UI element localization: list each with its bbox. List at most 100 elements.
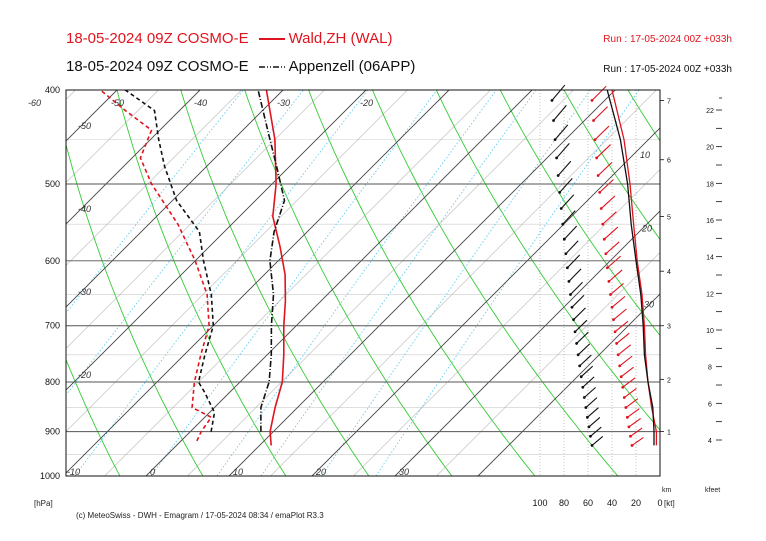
wind-barb-1: [591, 85, 607, 101]
temp-tick-label-upper: -60: [28, 98, 41, 108]
isotherm-line: [228, 90, 616, 476]
wind-barb-1: [628, 418, 641, 428]
wind-barb-dot-1: [629, 434, 632, 438]
wind-barb-1: [617, 344, 632, 356]
wind-barb-1: [594, 125, 610, 141]
wind-barb-dot-1: [596, 174, 600, 177]
wind-barb-1: [631, 436, 644, 446]
isotherm-line: [66, 90, 367, 391]
temp-tick-label-upper: -40: [194, 98, 207, 108]
pressure-tick-label: 500: [45, 179, 60, 189]
model-run-label-1: 18-05-2024 09Z COSMO-E: [66, 30, 249, 47]
isotherm-line: [477, 293, 660, 476]
legend-dashdot-line-icon: [258, 66, 285, 68]
temp-tick-label-left: -30: [78, 287, 91, 297]
kfeet-tick-label: 18: [706, 181, 714, 188]
wind-speed-tick-label: 60: [583, 498, 593, 508]
kfeet-unit-label: kfeet: [705, 487, 720, 494]
pressure-tick-label: 700: [45, 321, 60, 331]
wind-barb-dot-1: [625, 415, 629, 419]
km-tick-label: 2: [667, 377, 671, 384]
wind-barb-dot-1: [624, 406, 628, 409]
wind-barb-dot-2: [562, 237, 566, 241]
km-tick-label: 3: [667, 324, 671, 331]
kfeet-tick-label: 4: [708, 438, 712, 445]
isotherm-line: [66, 90, 76, 100]
dry-adiabat-line: [692, 90, 766, 476]
wind-barb-1: [614, 320, 629, 333]
wind-barb-dot-1: [598, 190, 602, 194]
isotherm-line: [104, 90, 491, 476]
wind-barb-2: [587, 407, 599, 418]
wind-barb-dot-1: [613, 330, 617, 334]
profiles: [99, 90, 287, 446]
pressure-tick-label: 1000: [40, 471, 60, 481]
wind-speed-tick-label: 0: [657, 498, 662, 508]
kfeet-tick-label: 10: [706, 328, 714, 335]
wind-barb-dot-2: [552, 119, 555, 122]
isotherm-line: [436, 252, 660, 476]
station-name-1: Wald,ZH (WAL): [288, 30, 393, 47]
credit-footer: (c) MeteoSwiss - DWH - Emagram / 17-05-2…: [76, 511, 324, 520]
kfeet-tick-label: 22: [706, 108, 714, 115]
wind-barb-dot-2: [561, 222, 565, 226]
wind-barb-dot-2: [578, 364, 582, 368]
isotherm-zero-line: [145, 90, 533, 476]
wind-speed-tick-label: 20: [631, 498, 641, 508]
hpa-unit-label: [hPa]: [34, 499, 53, 508]
wind-barb-dot-2: [565, 266, 569, 270]
isotherm-line: [66, 90, 159, 183]
wind-barb-2: [566, 254, 581, 269]
wind-barb-1: [599, 179, 614, 193]
wind-barb-1: [627, 408, 640, 418]
temperature-profile-2: [257, 90, 286, 432]
wind-barb-2: [588, 417, 601, 428]
temp-tick-label-upper: -30: [277, 98, 290, 108]
wind-speed-tick-label: 100: [532, 498, 547, 508]
wind-barb-dot-1: [619, 375, 623, 379]
km-tick-label: 7: [667, 98, 671, 105]
wind-barb-dot-2: [589, 434, 592, 438]
wind-barb-2: [563, 225, 578, 240]
run-info-2: Run : 17-05-2024 00Z +033h: [603, 64, 732, 75]
wind-barb-1: [607, 255, 622, 269]
pressure-tick-label: 800: [45, 377, 60, 387]
wind-barb-dot-2: [558, 190, 562, 194]
isotherm-line: [270, 90, 657, 476]
wind-barb-dot-1: [605, 266, 609, 270]
temp-tick-label-upper: -20: [360, 98, 373, 108]
temp-tick-label-bottom: 10: [233, 467, 243, 477]
wind-barb-1: [596, 144, 611, 159]
wind-barb-dot-2: [569, 293, 572, 296]
wind-barb-1: [597, 161, 613, 176]
wind-barb-2: [590, 426, 602, 437]
wind-barb-dot-2: [587, 425, 591, 429]
wind-barb-dot-1: [604, 252, 608, 256]
station-name-2: Appenzell (06APP): [288, 58, 416, 75]
wind-barb-2: [582, 376, 595, 388]
wind-barb-dot-2: [581, 385, 585, 389]
kfeet-tick-label: 16: [706, 218, 714, 225]
humidity-tick-label: 30: [644, 299, 654, 309]
axes: 4005006007008009001000-20-100102030-60-5…: [28, 85, 722, 508]
wind-barb-dot-1: [627, 425, 631, 429]
wind-barb-2: [565, 240, 579, 255]
wind-barb-dot-1: [599, 207, 603, 210]
wind-barb-dot-1: [592, 119, 595, 122]
kfeet-tick-label: 20: [706, 145, 714, 152]
wind-barb-1: [605, 241, 620, 255]
wind-barb-dot-1: [615, 342, 619, 345]
wind-barb-dot-2: [553, 138, 557, 142]
dewpoint-profile-1: [99, 90, 213, 442]
wind-barb-dot-2: [556, 174, 560, 177]
model-run-label-2: 18-05-2024 09Z COSMO-E: [66, 58, 249, 75]
wind-barb-2: [570, 281, 583, 295]
wind-barb-dot-2: [564, 252, 568, 256]
kfeet-tick-label: 14: [706, 255, 714, 262]
wind-speed-profile-2: [606, 89, 655, 446]
wind-barbs: [550, 84, 658, 447]
wind-barb-dot-1: [618, 364, 622, 368]
wind-barb-1: [593, 106, 608, 121]
isotherm-line: [66, 90, 325, 349]
